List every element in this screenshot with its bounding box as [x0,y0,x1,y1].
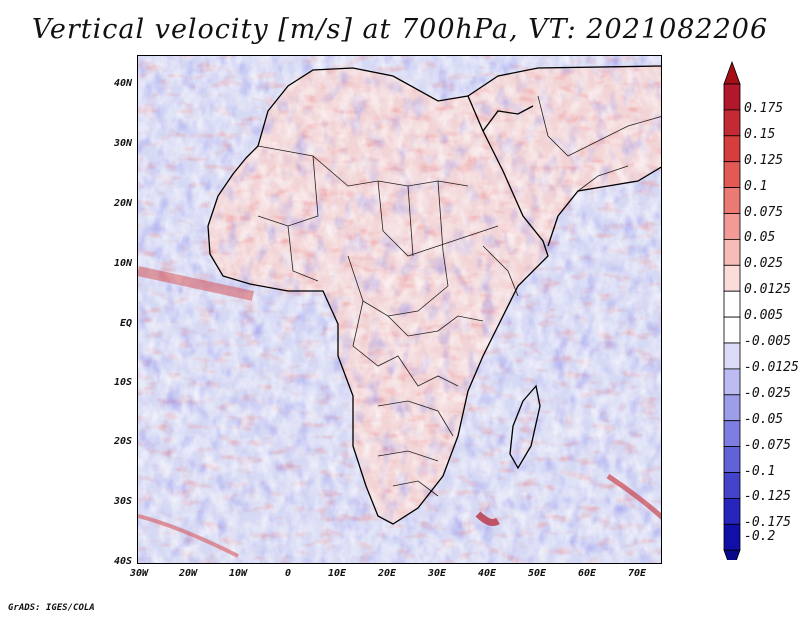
colorbar-top-arrow [723,60,741,85]
lon-label-30e: 30E [427,568,447,579]
colorbar-tick-label: -0.0125 [744,359,799,375]
colorbar-tick-label: -0.025 [744,385,791,401]
lon-label-20w: 20W [178,568,198,579]
colorbar-tick-label: -0.1 [744,463,776,479]
lat-label-eq: EQ [119,318,132,329]
lat-label-30n: 30N [113,138,132,149]
colorbar-box [723,264,741,292]
lon-label-10e: 10E [327,568,347,579]
colorbar-box [723,316,741,344]
country-borders [257,95,661,497]
colorbar-box [723,394,741,422]
colorbar-tick-label: -0.175 [744,515,791,531]
lon-label-10w: 10W [228,568,248,579]
colorbar-box [723,342,741,370]
colorbar-box [723,497,741,525]
lon-label-30w: 30W [129,568,149,579]
lat-label-10n: 10N [113,258,132,269]
colorbar-box [723,161,741,188]
lat-label-20s: 20S [113,436,132,447]
lat-label-40n: 40N [113,78,132,89]
lat-label-10s: 10S [113,377,132,388]
colorbar-box [723,109,741,137]
colorbar-box [723,238,741,266]
colorbar-tick-label: 0.025 [744,256,784,272]
lat-label-40s: 40S [113,556,132,567]
colorbar-box [723,213,741,240]
lon-label-60e: 60E [577,568,597,579]
chart-title: Vertical velocity [m/s] at 700hPa, VT: 2… [31,14,769,45]
colorbar-box [723,472,741,499]
colorbar-tick-label: 0.005 [744,308,784,324]
lon-label-50e: 50E [527,568,547,579]
lat-label-20n: 20N [113,198,132,209]
colorbar-tick-label: -0.05 [744,411,784,427]
colorbar-tick-label: -0.2 [744,529,776,545]
lon-label-70e: 70E [627,568,647,579]
colorbar-tick-label: 0.125 [744,152,784,168]
colorbar-box [723,420,741,448]
lon-label-40e: 40E [477,568,497,579]
lon-label-0: 0 [284,568,292,579]
colorbar-tick-label: 0.05 [744,230,776,246]
colorbar-box [723,135,741,163]
colorbar [723,60,741,560]
colorbar-box [723,446,741,473]
colorbar-box [723,83,741,111]
colorbar-box [723,187,741,214]
colorbar-tick-label: 0.1 [744,178,768,194]
colorbar-box [723,368,741,396]
lon-label-20e: 20E [377,568,397,579]
colorbar-tick-label: 0.0125 [744,282,791,298]
colorbar-box [723,290,741,318]
map-canvas [138,56,661,563]
colorbar-tick-label: -0.125 [744,489,791,505]
colorbar-tick-label: 0.175 [744,100,784,116]
colorbar-tick-label: 0.075 [744,204,784,220]
colorbar-box [723,523,741,551]
grads-credit: GrADS: IGES/COLA [8,603,95,613]
colorbar-tick-label: -0.005 [744,334,791,349]
lat-label-30s: 30S [113,496,132,507]
colorbar-tick-label: 0.15 [744,126,776,142]
colorbar-tick-label: -0.075 [744,437,791,453]
coastlines [207,65,661,525]
map-panel [137,55,662,564]
colorbar-bottom-arrow [723,549,741,560]
